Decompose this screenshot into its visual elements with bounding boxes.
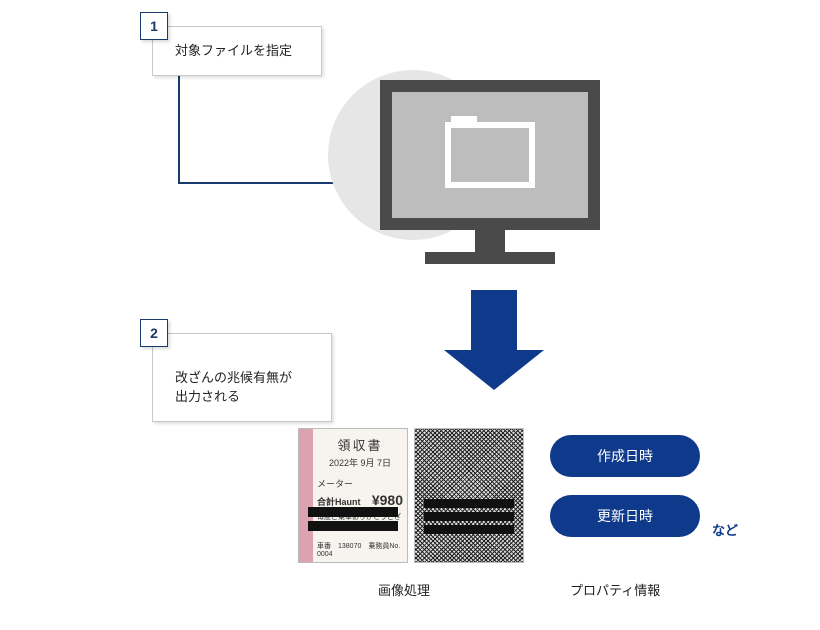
receipt-title: 領収書 (317, 435, 403, 454)
receipt-footer: 車番 138070 乗務員No. 0004 (317, 541, 403, 558)
image-processing-label: 画像処理 (378, 580, 430, 599)
pill-created-at: 作成日時 (550, 435, 700, 477)
folder-tab (451, 116, 477, 128)
receipt-amount: ¥980 (372, 492, 403, 508)
connector-line (178, 182, 350, 184)
etc-label: など (712, 520, 738, 539)
receipt-meter: メーター (317, 477, 403, 490)
monitor-base (425, 252, 555, 264)
receipt-thumbnail-original: 領収書 2022年 9月 7日 メーター 合計Haunt ¥980 毎度ご乗車あ… (298, 428, 408, 563)
monitor-screen (380, 80, 600, 230)
monitor-icon (380, 80, 600, 264)
step-1-number: 1 (140, 12, 168, 40)
step-2-box: 改ざんの兆候有無が 出力される (152, 333, 332, 422)
step-1-label: 対象ファイルを指定 (175, 43, 292, 58)
down-arrow-icon (444, 290, 544, 390)
step-2-label: 改ざんの兆候有無が 出力される (175, 370, 292, 405)
monitor-stand (475, 230, 505, 252)
pill-created-at-label: 作成日時 (597, 446, 653, 466)
folder-icon (445, 122, 535, 188)
pill-updated-at-label: 更新日時 (597, 506, 653, 526)
connector-line (178, 72, 180, 182)
receipt-thumbnail-processed (414, 428, 524, 563)
receipt-date: 2022年 9月 7日 (317, 456, 403, 469)
step-1-box: 対象ファイルを指定 (152, 26, 322, 76)
step-2-number: 2 (140, 319, 168, 347)
pill-updated-at: 更新日時 (550, 495, 700, 537)
diagram-canvas: 1 対象ファイルを指定 2 改ざんの兆候有無が 出力される 領収書 2022年 … (0, 0, 820, 630)
property-info-label: プロパティ情報 (570, 580, 660, 599)
